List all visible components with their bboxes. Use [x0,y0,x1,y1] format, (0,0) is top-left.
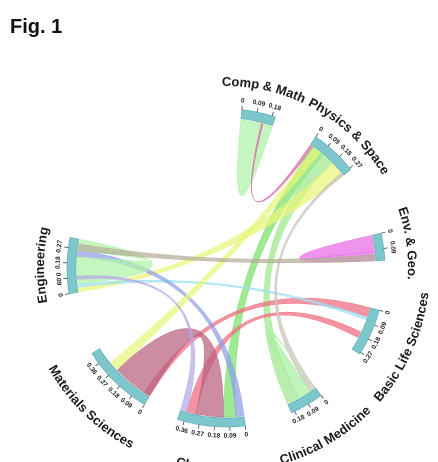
chord-ribbon-1 [250,122,314,203]
tick-mark [182,421,185,426]
tick-mark [349,165,354,169]
group-title-3: Basic Life Sciences [370,291,431,404]
tick-label: 0.27 [362,350,375,365]
chord-ribbon-5 [299,235,376,263]
group-title-5: Chemistry [175,454,240,462]
tick-label: 0.09 [388,241,397,255]
tick-label: 0.18 [207,432,221,440]
tick-label: 0.09 [306,405,321,418]
tick-mark [198,424,200,429]
tick-mark [271,111,274,116]
tick-label: 0.18 [371,336,383,351]
tick-label: 0.18 [268,102,283,112]
tick-label: 0.18 [292,414,307,426]
group-title-2: Env. & Geo. [395,205,420,280]
tick-label: 0.36 [175,425,189,435]
tick-label: 0.09 [119,397,134,410]
tick-label: 0.09 [378,321,389,336]
chord-ribbon-7 [77,279,368,321]
tick-mark [360,352,365,355]
tick-label: 0 [244,431,249,438]
tick-label: 0 [386,229,394,234]
tick-mark [315,133,319,137]
tick-mark [128,395,132,400]
tick-label: 0 [317,126,324,134]
tick-mark [95,363,100,367]
tick-label: 0 [56,293,64,298]
tick-mark [105,375,109,379]
tick-mark [381,231,386,234]
tick-label: 0.18 [55,256,62,269]
tick-mark [320,395,324,399]
tick-label: 0.18 [106,386,120,400]
tick-mark [65,293,70,295]
chord-ribbon-16 [76,275,196,413]
tick-mark [368,338,372,342]
tick-mark [256,108,259,113]
group-arc-0 [240,109,276,126]
tick-label: 0 [384,310,392,316]
tick-label: 0 [323,399,330,407]
group-title-7: Engineering [32,225,51,304]
tick-label: 0.09 [54,272,62,285]
tick-label: 0.09 [252,99,266,108]
tick-mark [327,142,331,147]
tick-label: 0.09 [224,433,237,440]
chord-ribbon-12 [116,328,224,418]
tick-mark [142,404,145,409]
tick-mark [116,385,120,390]
tick-label: 0.36 [85,362,98,377]
tick-mark [379,309,384,312]
tick-label: 0.27 [191,429,205,438]
chord-ribbon-10 [265,328,316,399]
tick-label: 0.27 [55,239,64,253]
tick-mark [374,324,379,327]
group-arc-4 [287,387,322,414]
group-arc-3 [351,307,380,355]
tick-mark [64,246,69,248]
group-arc-1 [310,136,352,176]
tick-label: 0.27 [350,155,364,170]
tick-mark [339,153,343,157]
group-arc-7 [66,236,80,295]
tick-mark [308,403,311,408]
chord-ribbon-15 [77,243,376,264]
figure-label: Fig. 1 [10,16,63,38]
tick-label: 0 [241,97,246,104]
group-arc-6 [91,348,150,405]
tick-mark [294,411,297,416]
chords-layer [76,119,376,418]
chord-ribbon-13 [110,147,321,371]
tick-label: 0.09 [327,133,341,147]
tick-label: 0 [136,408,143,416]
chord-ribbon-9 [274,172,344,392]
group-arc-5 [177,410,246,428]
group-arc-2 [371,232,386,262]
